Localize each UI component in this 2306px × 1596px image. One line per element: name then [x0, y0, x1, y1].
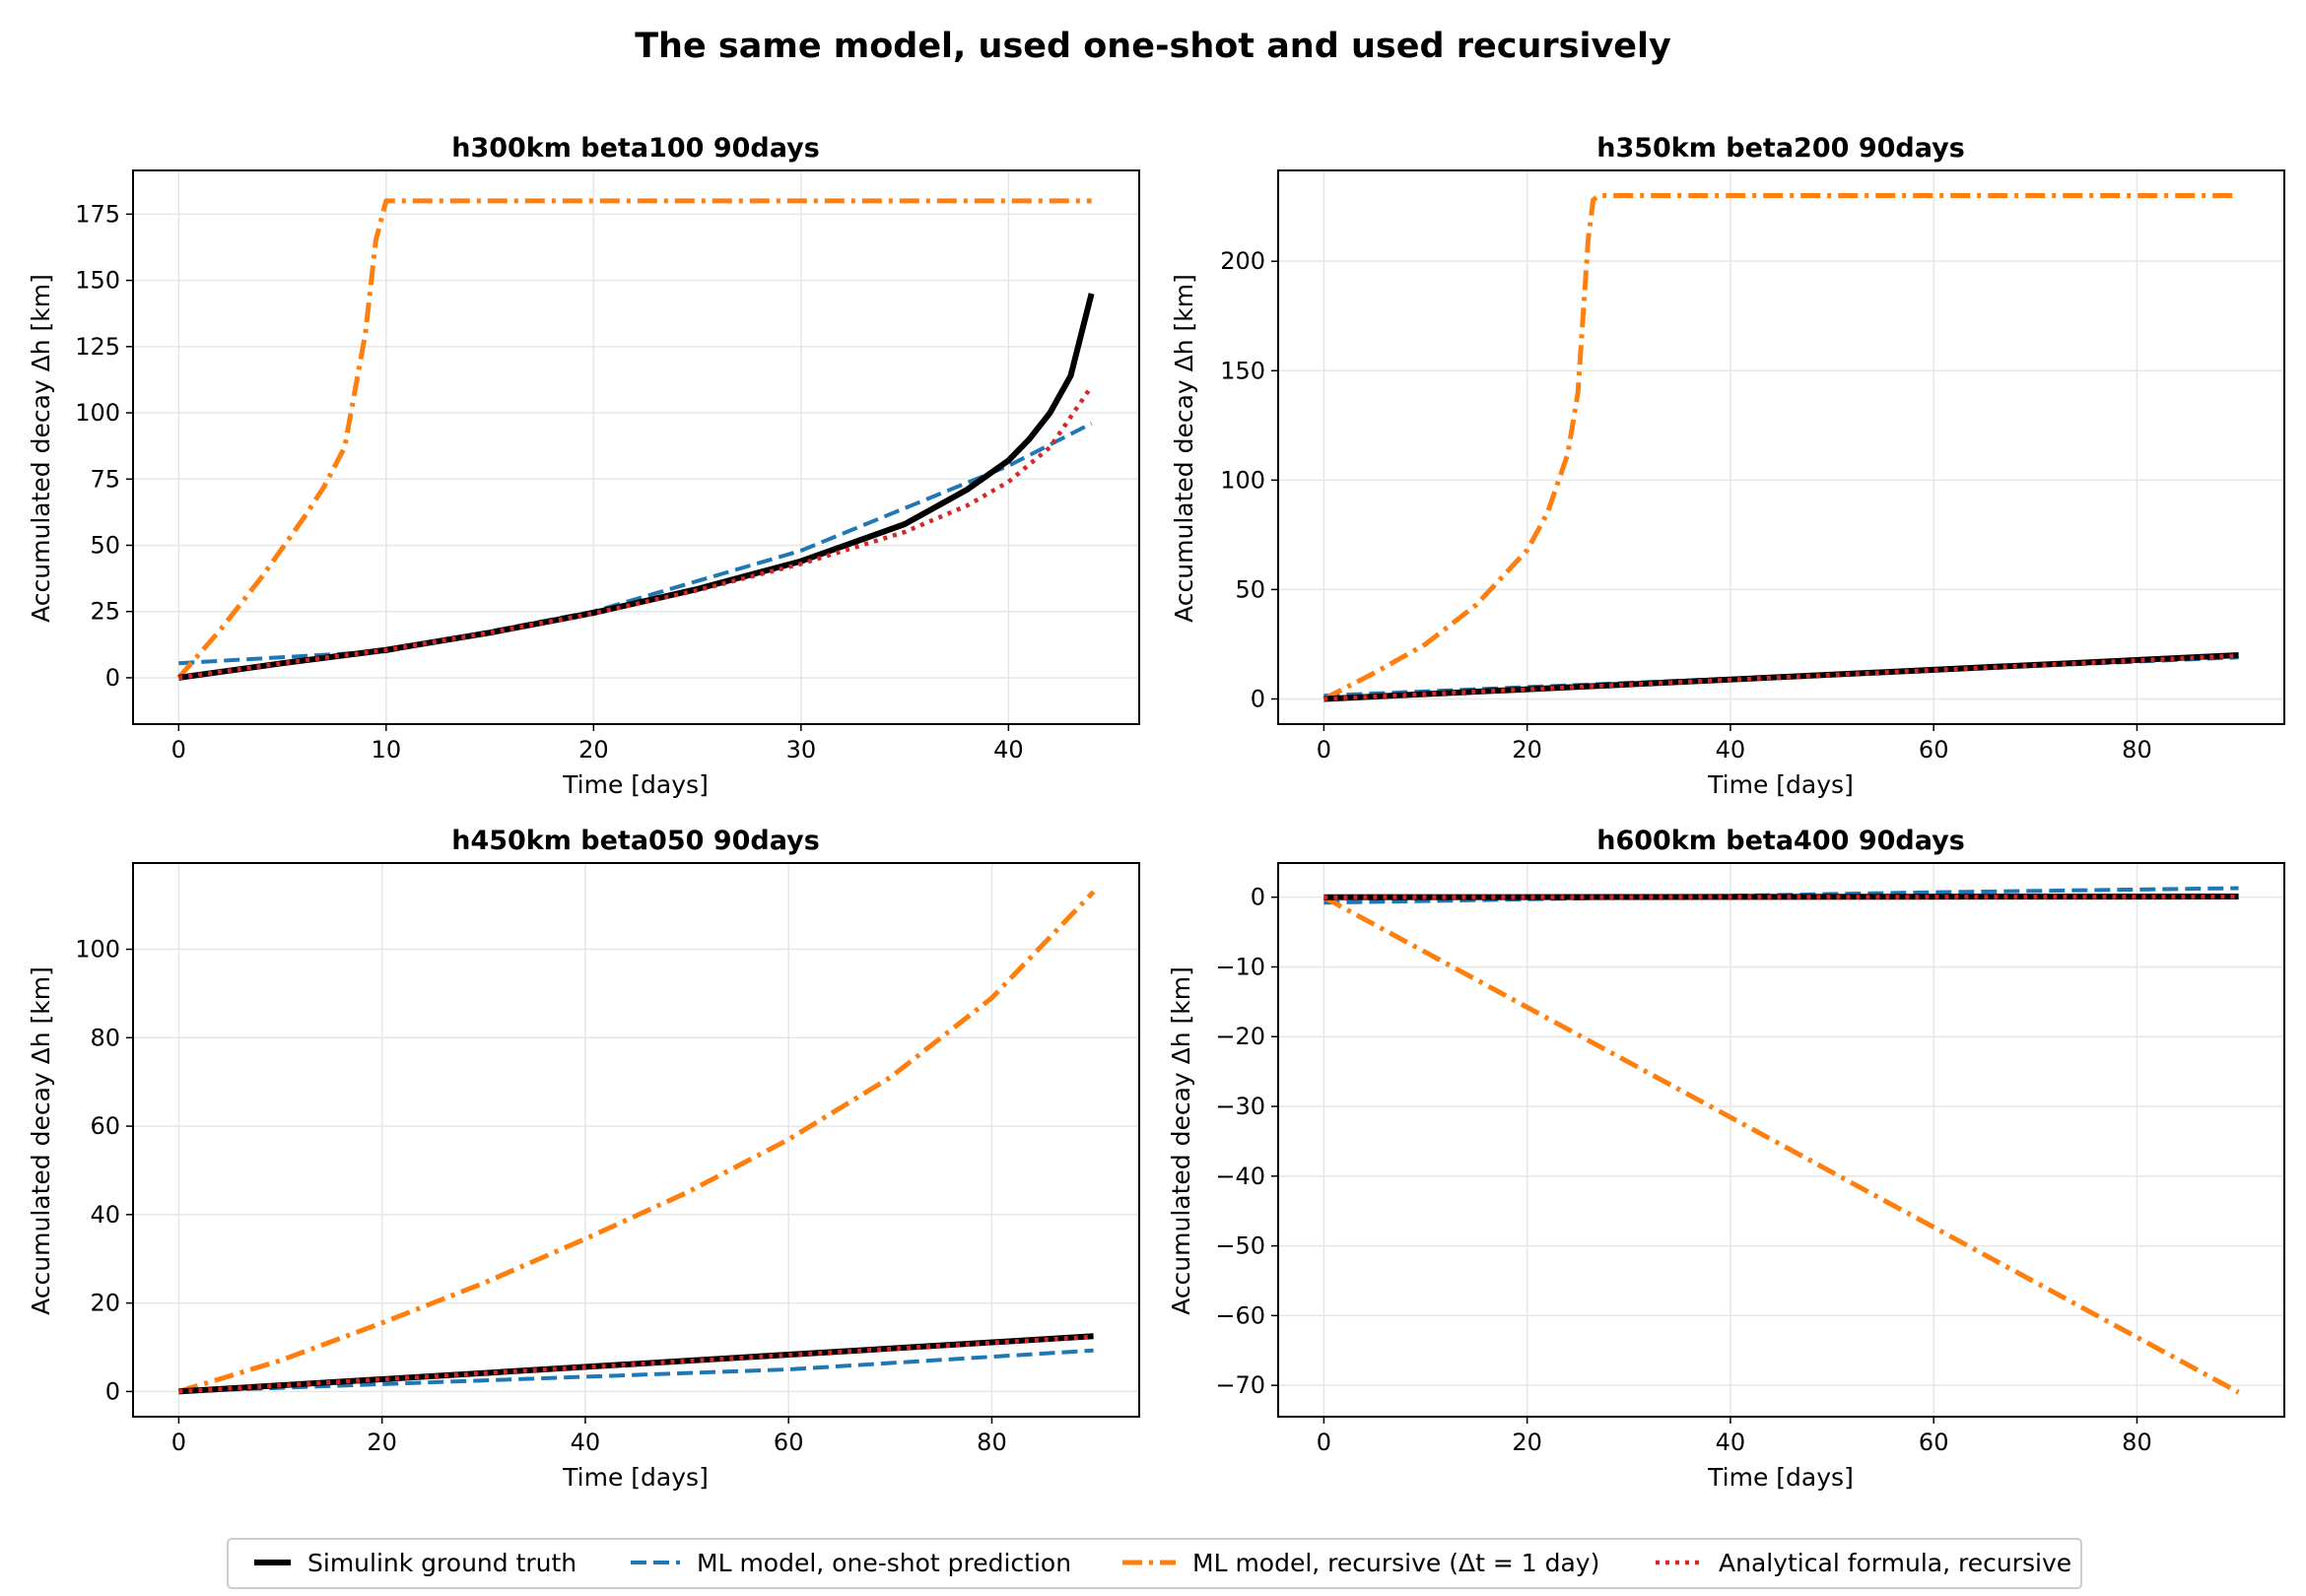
subplot-title: h600km beta400 90days — [1596, 826, 1965, 856]
y-axis-label: Accumulated decay Δh [km] — [27, 274, 55, 623]
y-tick-label: 100 — [75, 936, 120, 964]
y-tick-label: −60 — [1215, 1301, 1265, 1329]
y-tick-label: 40 — [90, 1201, 120, 1229]
y-tick-label: 150 — [75, 267, 120, 295]
legend-label: ML model, one-shot prediction — [697, 1549, 1071, 1577]
x-tick-label: 30 — [786, 736, 817, 764]
y-tick-label: −70 — [1215, 1371, 1265, 1399]
y-tick-label: 150 — [1220, 357, 1265, 384]
axes-frame — [1277, 169, 2285, 725]
y-tick-label: 100 — [75, 399, 120, 427]
legend-label: Simulink ground truth — [307, 1549, 576, 1577]
legend-box — [227, 1538, 2082, 1589]
series-line-ground-truth — [178, 1333, 1094, 1395]
x-axis-label: Time [days] — [1707, 1463, 1854, 1492]
y-tick-label: 0 — [1251, 884, 1265, 911]
axes-frame — [132, 862, 1140, 1418]
y-tick-label: 0 — [1251, 685, 1265, 712]
x-tick-label: 20 — [578, 736, 609, 764]
x-tick-label: 20 — [1512, 736, 1542, 764]
x-tick-label: 0 — [1317, 1429, 1331, 1456]
legend-entry-ml-recursive: ML model, recursive (Δt = 1 day) — [1122, 1549, 1599, 1577]
x-tick-label: 20 — [1512, 1429, 1542, 1456]
x-tick-label: 10 — [372, 736, 402, 764]
x-tick-label: 60 — [1919, 1429, 1949, 1456]
y-tick-label: 100 — [1220, 466, 1265, 494]
x-tick-label: 40 — [993, 736, 1024, 764]
plot-area — [133, 863, 1139, 1417]
y-tick-label: 20 — [90, 1290, 120, 1317]
series-line-ml-recursive — [177, 890, 1096, 1394]
y-tick-label: 75 — [90, 465, 120, 493]
subplot-3: h450km beta050 90days Time [days] Accumu… — [27, 826, 1140, 1492]
legend-entry-ground-truth: Simulink ground truth — [254, 1549, 576, 1577]
plot-area — [1278, 170, 2284, 724]
y-tick-label: 0 — [105, 664, 120, 692]
plot-area — [1278, 863, 2284, 1417]
x-tick-label: 20 — [367, 1429, 397, 1456]
y-tick-label: 50 — [90, 531, 120, 559]
y-tick-label: 0 — [105, 1377, 120, 1405]
y-tick-label: −10 — [1215, 953, 1265, 980]
legend: Simulink ground truth ML model, one-shot… — [227, 1538, 2082, 1589]
figure-title: The same model, used one-shot and used r… — [635, 27, 1671, 66]
subplot-1: h300km beta100 90days Time [days] Accumu… — [27, 133, 1140, 799]
y-axis-label: Accumulated decay Δh [km] — [27, 966, 55, 1315]
x-tick-label: 60 — [774, 1429, 804, 1456]
series-line-ml-recursive — [176, 198, 1092, 680]
y-tick-label: 80 — [90, 1024, 120, 1051]
y-tick-label: 125 — [75, 333, 120, 361]
y-tick-label: −40 — [1215, 1163, 1265, 1190]
x-tick-label: 0 — [171, 1429, 186, 1456]
series-line-ml-recursive — [1323, 193, 2239, 701]
legend-entry-analytical: Analytical formula, recursive — [1656, 1549, 2071, 1577]
x-tick-label: 0 — [171, 736, 186, 764]
x-tick-label: 40 — [1716, 736, 1746, 764]
series-line-ground-truth — [1323, 652, 2239, 702]
subplot-title: h350km beta200 90days — [1596, 133, 1965, 164]
subplot-title: h300km beta100 90days — [451, 133, 820, 164]
subplot-title: h450km beta050 90days — [451, 826, 820, 856]
y-tick-label: 175 — [75, 200, 120, 228]
y-tick-label: 25 — [90, 598, 120, 626]
x-tick-label: 80 — [2122, 736, 2152, 764]
y-axis-label: Accumulated decay Δh [km] — [1170, 274, 1198, 623]
x-axis-label: Time [days] — [562, 770, 709, 799]
x-tick-label: 60 — [1919, 736, 1949, 764]
x-axis-label: Time [days] — [562, 1463, 709, 1492]
x-tick-label: 40 — [571, 1429, 601, 1456]
legend-label: Analytical formula, recursive — [1719, 1549, 2071, 1577]
subplot-4: h600km beta400 90days Time [days] Accumu… — [1167, 826, 2285, 1492]
y-tick-label: −20 — [1215, 1023, 1265, 1050]
plot-area — [133, 170, 1139, 724]
axes-frame — [132, 169, 1140, 725]
x-tick-label: 80 — [2122, 1429, 2152, 1456]
y-tick-label: 60 — [90, 1112, 120, 1140]
y-tick-label: 50 — [1235, 575, 1265, 603]
series-line-ml-recursive — [1323, 895, 2240, 1395]
x-tick-label: 80 — [977, 1429, 1007, 1456]
series-line-ml-one-shot — [178, 1348, 1094, 1394]
legend-label: ML model, recursive (Δt = 1 day) — [1192, 1549, 1599, 1577]
y-tick-label: 200 — [1220, 247, 1265, 275]
legend-entry-ml-one-shot: ML model, one-shot prediction — [631, 1549, 1071, 1577]
y-axis-label: Accumulated decay Δh [km] — [1167, 966, 1195, 1315]
x-tick-label: 0 — [1317, 736, 1331, 764]
y-tick-label: −30 — [1215, 1093, 1265, 1120]
axes-frame — [1277, 862, 2285, 1418]
y-tick-label: −50 — [1215, 1232, 1265, 1260]
x-tick-label: 40 — [1716, 1429, 1746, 1456]
series-line-ground-truth — [1323, 894, 2239, 900]
x-axis-label: Time [days] — [1707, 770, 1854, 799]
subplot-2: h350km beta200 90days Time [days] Accumu… — [1170, 133, 2285, 799]
